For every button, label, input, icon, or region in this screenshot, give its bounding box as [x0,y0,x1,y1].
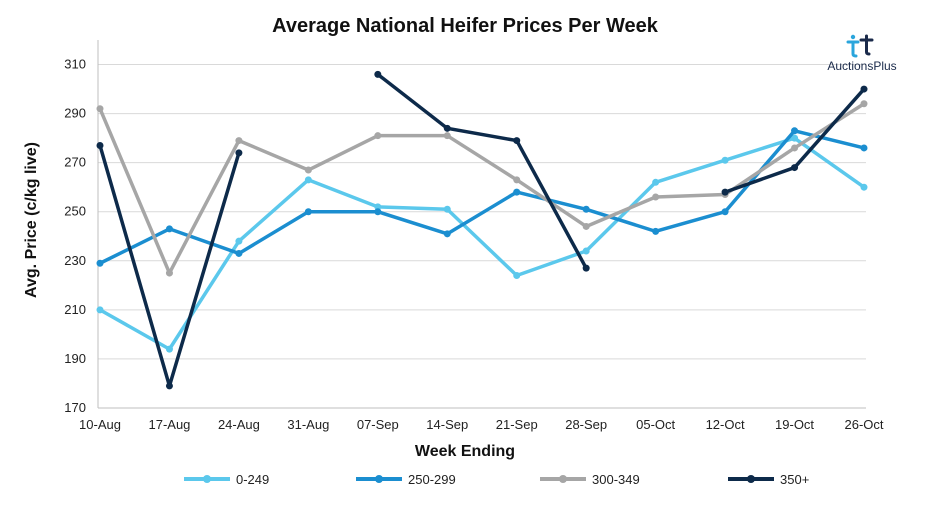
data-point [860,85,868,93]
data-point [860,144,868,152]
legend-item: 0-249 [184,472,269,487]
data-point [96,105,104,113]
x-axis-ticks: 10-Aug 17-Aug 24-Aug 31-Aug 07-Sep 14-Sep 21-S… [79,417,884,432]
x-tick-label: 28-Sep [565,417,607,432]
data-point [791,134,799,142]
auctionsplus-logo: AuctionsPlus [827,34,897,73]
data-point [304,176,312,184]
data-point [96,141,104,149]
data-point [443,205,451,213]
series-250-299 [96,127,868,267]
chart-title: Average National Heifer Prices Per Week [272,15,659,37]
series-line [98,129,866,266]
data-point [304,166,312,174]
legend-swatch-marker [203,475,211,483]
legend-item: 350+ [728,472,809,487]
y-tick-label: 270 [64,155,86,170]
x-tick-label: 19-Oct [775,417,814,432]
legend-label: 250-299 [408,472,456,487]
y-axis-ticks: 170 190 210 230 250 270 290 310 [64,57,86,415]
data-point [582,205,590,213]
series-line [376,72,588,270]
data-point [96,259,104,267]
data-point [721,208,729,216]
series-350+ [96,70,868,390]
series-300-349 [96,100,868,277]
data-point [235,137,243,145]
auctionsplus-logo-icon [846,34,874,58]
data-point [791,127,799,135]
legend-swatch-marker [747,475,755,483]
data-point [374,203,382,211]
x-tick-label: 17-Aug [148,417,190,432]
data-point [235,249,243,257]
data-point [443,124,451,132]
data-point [374,70,382,78]
data-point [374,132,382,140]
data-point [582,247,590,255]
data-point [582,264,590,272]
series-lines [96,70,868,390]
data-point [791,144,799,152]
data-point [652,193,660,201]
x-tick-label: 12-Oct [706,417,745,432]
data-point [513,137,521,145]
data-point [374,208,382,216]
data-point [443,132,451,140]
data-point [860,100,868,108]
y-tick-label: 210 [64,302,86,317]
x-tick-label: 05-Oct [636,417,675,432]
data-point [513,272,521,280]
data-point [860,183,868,191]
legend-item: 300-349 [540,472,640,487]
y-tick-label: 190 [64,351,86,366]
x-tick-label: 31-Aug [287,417,329,432]
data-point [96,306,104,314]
legend-label: 300-349 [592,472,640,487]
data-point [513,176,521,184]
y-tick-label: 230 [64,253,86,268]
legend-swatch-marker [559,475,567,483]
data-point [165,225,173,233]
series-line [98,102,866,275]
data-point [235,237,243,245]
legend-item: 250-299 [356,472,456,487]
legend-label: 350+ [780,472,809,487]
data-point [721,156,729,164]
series-0-249 [96,134,868,353]
x-tick-label: 14-Sep [426,417,468,432]
data-point [165,269,173,277]
x-tick-label: 24-Aug [218,417,260,432]
x-tick-label: 07-Sep [357,417,399,432]
data-point [791,164,799,172]
data-point [165,382,173,390]
data-point [652,178,660,186]
y-axis-label: Avg. Price (c/kg live) [23,142,40,298]
data-point [582,222,590,230]
y-tick-label: 170 [64,400,86,415]
y-tick-label: 310 [64,57,86,72]
data-point [652,227,660,235]
legend-label: 0-249 [236,472,269,487]
data-point [721,188,729,196]
y-tick-label: 290 [64,106,86,121]
x-axis-label: Week Ending [415,443,515,460]
data-point [235,149,243,157]
x-tick-label: 26-Oct [844,417,883,432]
legend: 0-249 250-299 300-349 350+ [184,472,809,487]
x-tick-label: 21-Sep [496,417,538,432]
logo-text: AuctionsPlus [827,59,896,73]
x-tick-label: 10-Aug [79,417,121,432]
legend-swatch-marker [375,475,383,483]
data-point [443,230,451,238]
series-line [98,136,866,351]
data-point [513,188,521,196]
data-point [165,345,173,353]
data-point [304,208,312,216]
y-tick-label: 250 [64,204,86,219]
